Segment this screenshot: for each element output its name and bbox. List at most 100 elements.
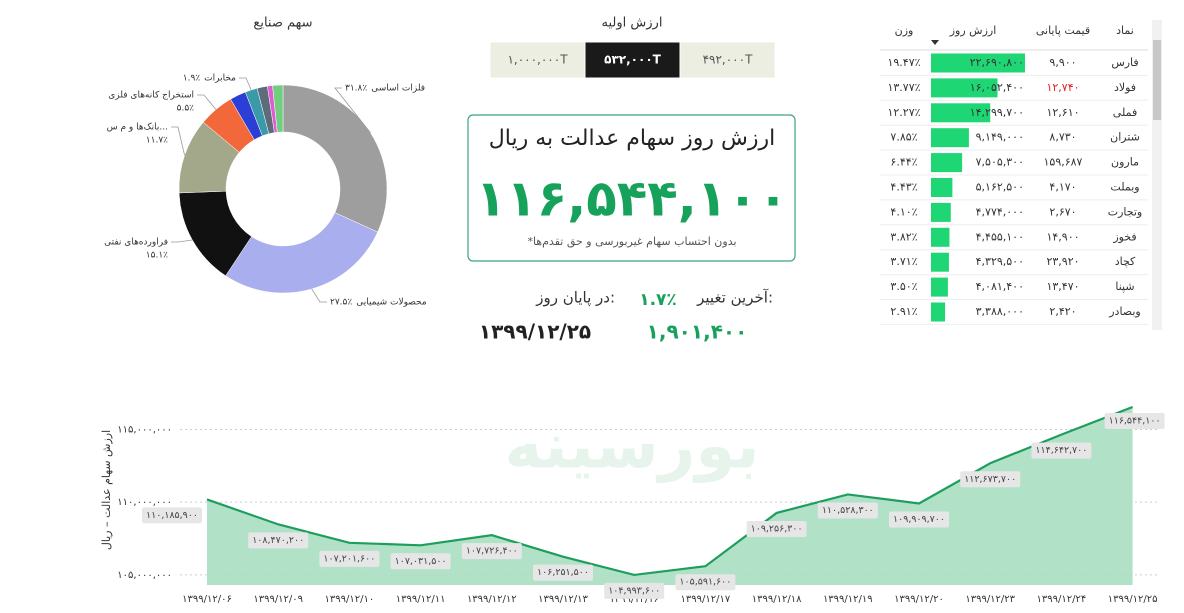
cell-price: ۴,۱۷۰ xyxy=(1049,181,1076,194)
value-label: ۱۱۰,۵۲۸,۳۰۰ xyxy=(822,505,874,516)
pie-category-label: فلزات اساسی xyxy=(371,84,425,94)
table-header[interactable]: نماد xyxy=(1116,24,1134,37)
pie-category-label: مخابرات xyxy=(204,74,236,84)
pie-value-label: ۳۱.۸٪ xyxy=(345,84,367,94)
sort-arrow[interactable] xyxy=(931,40,939,45)
leader-line xyxy=(311,288,327,303)
value-bar xyxy=(931,227,950,247)
x-tick-label: ۱۳۹۹/۱۲/۱۸ xyxy=(752,594,802,605)
value-option-label[interactable]: ۵۳۲,۰۰۰T xyxy=(604,53,662,67)
leader-line xyxy=(334,87,371,133)
cell-symbol: وبصادر xyxy=(1108,305,1140,318)
card-note: *بدون احتساب سهام غیربورسی و حق تقدم‌ها xyxy=(527,235,736,249)
cell-price: ۱۵۹,۶۸۷ xyxy=(1044,156,1083,169)
value-label: ۱۰۷,۷۲۶,۴۰۰ xyxy=(466,546,518,557)
cell-symbol: وبملت xyxy=(1110,181,1139,194)
cell-price: ۱۲,۷۴۰ xyxy=(1046,81,1079,94)
pie-value-label: ۵.۵٪ xyxy=(177,104,195,114)
value-label-box xyxy=(746,520,807,537)
pie-slice xyxy=(225,212,378,294)
x-tick-label: ۱۳۹۹/۱۲/۱۲ xyxy=(467,594,517,605)
watermark: بورسینه xyxy=(505,410,760,484)
pie-value-label: ۱۱.۷٪ xyxy=(146,136,168,146)
cell-value: ۹,۱۴۹,۰۰۰ xyxy=(976,131,1024,144)
value-bar xyxy=(931,53,1025,73)
value-option[interactable] xyxy=(679,41,776,79)
area xyxy=(207,406,1133,585)
cell-value: ۵,۱۶۲,۵۰۰ xyxy=(976,181,1024,194)
cell-weight: ۷.۸۵٪ xyxy=(890,131,917,144)
initial-value-title: ارزش اولیه xyxy=(602,16,663,31)
value-bar xyxy=(931,252,949,272)
cell-value: ۴,۰۸۱,۴۰۰ xyxy=(976,280,1024,293)
value-bar xyxy=(931,178,953,197)
pie-title: سهم صنایع xyxy=(253,16,312,31)
value-bar xyxy=(931,128,969,148)
value-label-box xyxy=(817,502,878,519)
value-label-box xyxy=(461,543,522,560)
value-label: ۱۰۹,۹۰۹,۷۰۰ xyxy=(893,514,945,525)
change: ۱.۷٪ xyxy=(639,290,677,310)
pie-category-label: بانک‌ها و م س... xyxy=(107,123,168,133)
value-label: ۱۱۴,۶۴۲,۷۰۰ xyxy=(1035,445,1087,456)
cell-weight: ۶.۴۴٪ xyxy=(890,156,917,169)
value-label-box xyxy=(142,507,202,524)
cell-symbol: مارون xyxy=(1111,156,1139,169)
cell-value: ۴,۴۵۵,۱۰۰ xyxy=(976,230,1024,243)
scrollbar[interactable] xyxy=(1152,20,1162,330)
cell-price: ۲,۴۲۰ xyxy=(1049,305,1076,318)
table-header[interactable]: ارزش روز xyxy=(949,24,997,37)
change-amount: ۱,۹۰۱,۴۰۰ xyxy=(647,320,748,344)
cell-symbol: کچاد xyxy=(1115,255,1136,268)
value-label: ۱۱۲,۶۷۳,۷۰۰ xyxy=(964,474,1016,485)
cell-weight: ۴.۴۳٪ xyxy=(890,181,917,194)
pie-slice xyxy=(272,84,284,133)
cell-price: ۱۴,۹۰۰ xyxy=(1046,230,1079,243)
x-tick-label: ۱۳۹۹/۱۲/۱۰ xyxy=(325,594,375,605)
x-tick-label: ۱۳۹۹/۱۲/۱۱ xyxy=(396,594,446,605)
table-header[interactable]: قیمت پایانی xyxy=(1036,24,1090,37)
x-tick-label: ۱۳۹۹/۱۲/۰۹ xyxy=(253,594,303,605)
value-bar xyxy=(931,153,963,173)
x-tick-label: ۱۳۹۹/۱۲/۰۶ xyxy=(182,594,232,605)
value-label-box xyxy=(248,532,309,549)
value-bar xyxy=(931,78,998,98)
scroll-thumb[interactable] xyxy=(1153,40,1161,120)
cell-price: ۲,۶۷۰ xyxy=(1049,205,1076,218)
pie-category-label: استخراج کانه‌های فلزی xyxy=(108,91,194,101)
cell-weight: ۲.۹۱٪ xyxy=(890,305,917,318)
cell-symbol: فولاد xyxy=(1114,81,1136,94)
value-bar xyxy=(931,202,951,222)
value-bar xyxy=(931,277,948,297)
card-frame xyxy=(467,114,796,262)
table-header[interactable]: وزن xyxy=(895,24,914,37)
date-label: در پایان روز: xyxy=(535,289,615,308)
cell-weight: ۱۲.۲۷٪ xyxy=(887,106,920,119)
cell-symbol: وتجارت xyxy=(1108,205,1143,218)
card-value: ۱۱۶,۵۴۴,۱۰۰ xyxy=(476,170,789,228)
y-tick-label: ۱۱۵,۰۰۰,۰۰۰ xyxy=(117,424,172,435)
cell-value: ۲۲,۶۹۰,۸۰۰ xyxy=(970,56,1024,69)
value-option[interactable] xyxy=(489,41,586,79)
x-tick-label: ۱۳۹۹/۱۲/۱۳ xyxy=(538,594,588,605)
cell-weight: ۳.۷۱٪ xyxy=(890,255,917,268)
pie-slice xyxy=(282,84,388,233)
card-title: ارزش روز سهام عدالت به ریال xyxy=(489,126,775,151)
value-label-box xyxy=(889,511,949,528)
value-label: ۱۰۷,۲۰۱,۶۰۰ xyxy=(323,553,375,564)
value-option-label[interactable]: ۴۹۲,۰۰۰T xyxy=(703,53,753,67)
y-tick-label: ۱۰۵,۰۰۰,۰۰۰ xyxy=(117,570,172,581)
value-option-label[interactable]: ۱,۰۰۰,۰۰۰T xyxy=(507,53,568,67)
cell-value: ۷,۵۰۵,۳۰۰ xyxy=(976,156,1024,169)
value-label-box xyxy=(675,574,736,591)
cell-price: ۱۳,۴۷۰ xyxy=(1046,280,1079,293)
value-label: ۱۱۰,۱۸۵,۹۰۰ xyxy=(146,510,198,521)
leader-line xyxy=(239,77,252,91)
cell-weight: ۱۹.۴۷٪ xyxy=(887,56,920,69)
cell-price: ۸,۷۳۰ xyxy=(1049,131,1076,144)
pie-value-label: ۱۵.۱٪ xyxy=(146,251,168,261)
value-label: ۱۰۶,۲۵۱,۵۰۰ xyxy=(537,567,589,578)
x-tick-label: ۱۳۹۹/۱۲/۲۳ xyxy=(965,594,1015,605)
cell-weight: ۱۳.۷۷٪ xyxy=(887,81,920,94)
